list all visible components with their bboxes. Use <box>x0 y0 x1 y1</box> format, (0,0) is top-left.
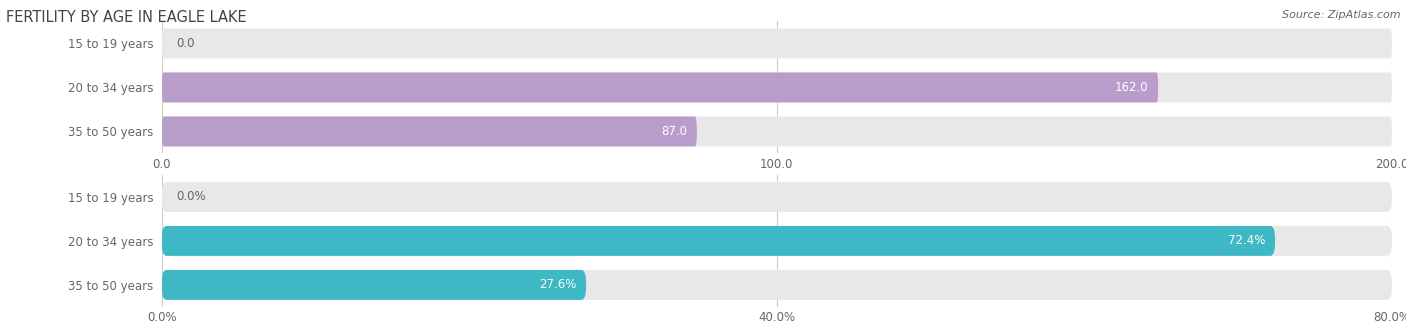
FancyBboxPatch shape <box>162 116 697 147</box>
Text: Source: ZipAtlas.com: Source: ZipAtlas.com <box>1282 10 1400 20</box>
FancyBboxPatch shape <box>162 226 1392 256</box>
FancyBboxPatch shape <box>162 73 1392 102</box>
FancyBboxPatch shape <box>162 116 1392 147</box>
Text: 87.0: 87.0 <box>661 125 688 138</box>
FancyBboxPatch shape <box>162 182 1392 212</box>
FancyBboxPatch shape <box>162 270 586 300</box>
FancyBboxPatch shape <box>162 226 1275 256</box>
Text: 0.0: 0.0 <box>177 37 195 50</box>
Text: 27.6%: 27.6% <box>538 279 576 291</box>
FancyBboxPatch shape <box>162 270 1392 300</box>
FancyBboxPatch shape <box>162 73 1159 102</box>
FancyBboxPatch shape <box>162 28 1392 58</box>
Text: FERTILITY BY AGE IN EAGLE LAKE: FERTILITY BY AGE IN EAGLE LAKE <box>6 10 246 25</box>
Text: 162.0: 162.0 <box>1115 81 1149 94</box>
Text: 72.4%: 72.4% <box>1227 234 1265 248</box>
Text: 0.0%: 0.0% <box>177 190 207 203</box>
